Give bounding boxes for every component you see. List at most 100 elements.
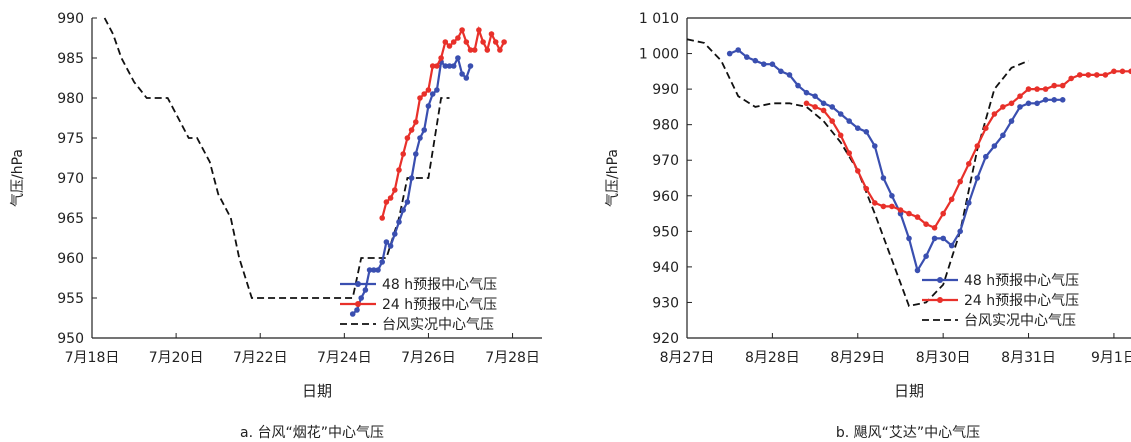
- data-point-0: [803, 89, 810, 96]
- data-point-1: [974, 143, 981, 149]
- x-tick-label: 8月28日: [745, 350, 800, 366]
- data-point-0: [455, 55, 461, 61]
- data-point-0: [408, 175, 415, 181]
- chart-caption: a. 台风“烟花”中心气压: [240, 425, 384, 441]
- data-point-1: [425, 87, 432, 93]
- data-point-0: [446, 63, 453, 69]
- data-point-1: [1068, 75, 1074, 82]
- x-tick-label: 8月27日: [660, 350, 715, 366]
- data-point-1: [820, 107, 827, 114]
- data-point-1: [413, 119, 419, 125]
- legend-marker-1: [355, 301, 361, 307]
- data-point-1: [880, 203, 887, 210]
- data-point-0: [1059, 97, 1066, 103]
- data-point-1: [471, 47, 478, 53]
- data-point-0: [1017, 104, 1023, 110]
- y-tick-label: 990: [57, 11, 84, 27]
- data-point-1: [1094, 72, 1100, 78]
- y-tick-label: 940: [652, 260, 679, 276]
- data-point-0: [1042, 97, 1049, 103]
- data-point-1: [421, 91, 428, 97]
- data-point-1: [931, 225, 938, 231]
- data-point-1: [837, 132, 844, 139]
- data-point-1: [872, 200, 878, 206]
- data-point-0: [450, 63, 457, 69]
- data-point-1: [829, 118, 835, 124]
- data-point-1: [1077, 72, 1083, 78]
- y-tick-label: 975: [57, 131, 84, 147]
- data-point-1: [948, 196, 955, 203]
- data-point-1: [983, 125, 989, 131]
- plot-area: [687, 38, 1131, 308]
- data-point-1: [1102, 72, 1109, 78]
- y-tick-label: 970: [57, 171, 84, 187]
- data-point-0: [1000, 132, 1006, 139]
- data-point-1: [400, 151, 407, 157]
- data-point-1: [1059, 82, 1066, 89]
- data-point-0: [1008, 118, 1015, 124]
- data-point-0: [1051, 97, 1057, 103]
- data-point-1: [1008, 100, 1015, 107]
- data-point-1: [966, 161, 972, 167]
- chart-a: 950 955 960 965 970 975 980 985 990 7月18日 7月20日 7月2…: [10, 11, 542, 441]
- y-tick-label: 960: [57, 251, 84, 267]
- data-point-1: [480, 39, 486, 45]
- data-point-0: [1034, 100, 1040, 107]
- data-point-1: [383, 199, 390, 205]
- legend-label-2: 台风实况中心气压: [382, 317, 494, 333]
- y-tick-label: 970: [652, 153, 679, 169]
- data-point-0: [383, 239, 390, 245]
- data-point-0: [467, 63, 474, 69]
- data-point-1: [855, 168, 861, 174]
- data-point-1: [417, 95, 423, 101]
- data-point-0: [434, 87, 440, 93]
- data-point-0: [863, 129, 870, 135]
- y-tick-label: 985: [57, 51, 84, 67]
- data-point-0: [923, 253, 929, 259]
- legend-marker-0: [355, 281, 361, 287]
- data-point-0: [820, 100, 827, 107]
- legend-marker-0: [937, 277, 943, 283]
- data-point-1: [897, 207, 904, 213]
- data-point-1: [1025, 86, 1032, 92]
- data-point-1: [889, 203, 895, 210]
- legend-label-2: 台风实况中心气压: [964, 313, 1076, 329]
- data-point-0: [948, 242, 955, 249]
- data-point-0: [379, 259, 386, 265]
- data-point-0: [459, 71, 465, 77]
- data-point-1: [940, 210, 946, 217]
- y-tick-label: 950: [57, 331, 84, 347]
- x-tick-label: 8月30日: [916, 350, 971, 366]
- data-point-0: [413, 151, 419, 157]
- legend-label-1: 24 h预报中心气压: [964, 293, 1079, 309]
- data-point-0: [778, 68, 784, 75]
- x-tick-label: 8月29日: [830, 350, 885, 366]
- data-point-1: [442, 39, 449, 45]
- data-point-0: [417, 135, 423, 141]
- data-point-1: [1119, 68, 1126, 75]
- legend-label-1: 24 h预报中心气压: [382, 297, 497, 313]
- data-point-0: [957, 228, 963, 235]
- x-axis-label: 日期: [302, 382, 332, 400]
- x-tick-label: 8月31日: [1001, 350, 1056, 366]
- data-point-1: [957, 178, 963, 185]
- data-point-1: [463, 39, 470, 45]
- data-point-0: [404, 199, 411, 205]
- data-point-0: [846, 118, 852, 124]
- data-point-0: [889, 193, 895, 199]
- data-point-1: [484, 47, 491, 53]
- data-point-0: [983, 153, 989, 160]
- data-point-0: [726, 50, 733, 57]
- data-point-1: [459, 27, 465, 33]
- y-tick-label: 1 000: [639, 47, 679, 63]
- x-tick-label: 7月24日: [317, 350, 372, 366]
- data-point-0: [1025, 100, 1032, 107]
- data-point-1: [1000, 104, 1006, 110]
- data-point-0: [366, 267, 373, 273]
- data-point-0: [966, 200, 972, 206]
- data-point-1: [863, 185, 870, 192]
- data-point-0: [400, 207, 407, 213]
- plot-area: [103, 17, 507, 317]
- data-point-1: [1042, 86, 1049, 92]
